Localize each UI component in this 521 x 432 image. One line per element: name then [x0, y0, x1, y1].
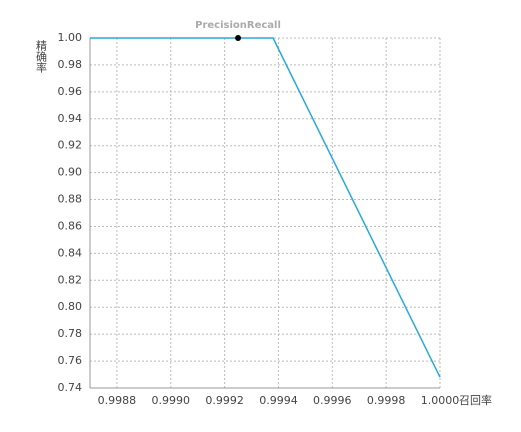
y-tick-label: 0.86 [58, 219, 83, 232]
point [235, 35, 242, 41]
y-axis-label: 精确率 [35, 40, 48, 74]
x-tick-label: 0.9994 [259, 394, 298, 407]
line [90, 37, 441, 378]
y-tick-label: 0.98 [58, 58, 83, 71]
y-tick-label: 0.82 [58, 273, 83, 286]
y-tick-label: 0.74 [58, 381, 83, 394]
x-axis-label: 召回率 [459, 393, 492, 407]
x-tick-label: 1.0000 [421, 394, 460, 407]
y-tick-label: 0.80 [58, 300, 83, 313]
x-tick-label: 0.9998 [367, 394, 406, 407]
y-tick-label: 0.90 [58, 166, 83, 179]
y-tick-label: 0.92 [58, 139, 83, 152]
y-tick-label: 0.96 [58, 85, 83, 98]
x-tick-label: 0.9990 [152, 394, 191, 407]
y-tick-label: 1.00 [58, 31, 83, 44]
y-tick-label: 0.94 [58, 112, 83, 125]
y-tick-label: 0.76 [58, 354, 83, 367]
x-tick-label: 0.9988 [98, 394, 137, 407]
y-tick-label: 0.88 [58, 193, 83, 206]
y-tick-label: 0.84 [58, 246, 83, 259]
y-tick-label: 0.78 [58, 327, 83, 340]
x-tick-label: 0.9992 [205, 394, 244, 407]
chart-title: PrecisionRecall [195, 20, 281, 31]
x-tick-label: 0.9996 [313, 394, 352, 407]
